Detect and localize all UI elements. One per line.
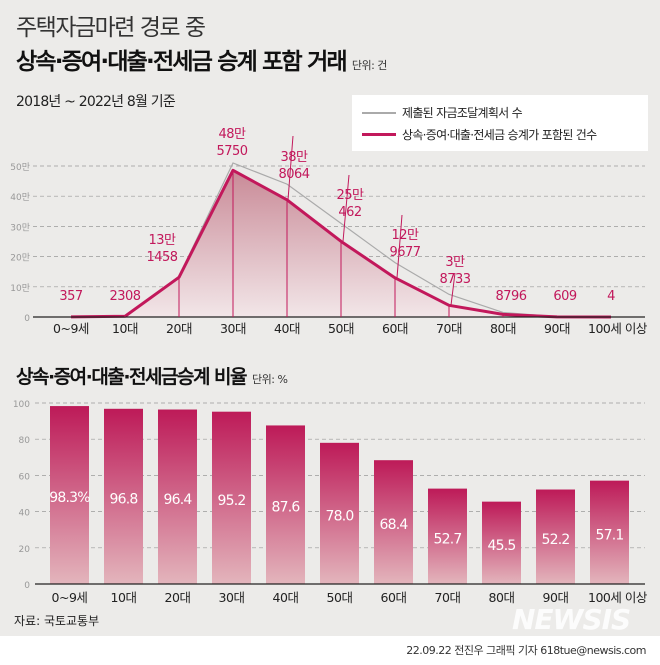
bar-chart: 0 20 40 60 80 100 98.3% 0~9세 96.8 10대 96.4 20대 95.2 3… bbox=[13, 400, 649, 605]
bar-value-label: 52.7 bbox=[434, 531, 462, 547]
x-tick-label: 10대 bbox=[112, 321, 138, 336]
data-label: 38만 bbox=[280, 150, 308, 165]
leader-line bbox=[287, 135, 294, 200]
bar bbox=[428, 488, 467, 584]
bar bbox=[266, 425, 305, 584]
x-tick-label: 100세 이상 bbox=[588, 590, 648, 605]
y-tick-label: 60 bbox=[19, 472, 31, 482]
data-label: 2308 bbox=[109, 289, 140, 304]
x-tick-label: 80대 bbox=[489, 590, 515, 605]
data-label: 3만 bbox=[445, 255, 465, 270]
y-tick-label: 20 bbox=[19, 545, 31, 555]
legend-swatch-red bbox=[362, 133, 396, 136]
data-label: 9677 bbox=[389, 245, 420, 260]
bar-value-label: 68.4 bbox=[380, 517, 409, 533]
watermark-logo: NEWSIS bbox=[512, 603, 631, 636]
x-tick-label: 80대 bbox=[490, 321, 516, 336]
x-tick-label: 60대 bbox=[381, 590, 407, 605]
leader-line bbox=[450, 272, 456, 306]
x-tick-label: 100세 이상 bbox=[588, 321, 648, 336]
y-tick-label: 40 bbox=[19, 509, 31, 519]
section2-unit: 단위: % bbox=[252, 373, 288, 386]
infographic-panel: 주택자금마련 경로 중 상속·증여·대출·전세금 승계 포함 거래 단위: 건 2… bbox=[0, 0, 660, 636]
legend-label: 제출된 자금조달계획서 수 bbox=[402, 106, 523, 120]
bar-value-label: 78.0 bbox=[326, 508, 354, 524]
subtitle: 2018년 ~ 2022년 8월 기준 bbox=[16, 94, 176, 110]
data-label: 8733 bbox=[439, 272, 470, 287]
x-tick-label: 30대 bbox=[219, 590, 245, 605]
bar bbox=[590, 480, 629, 584]
legend-item-submitted: 제출된 자금조달계획서 수 bbox=[362, 104, 523, 121]
legend: 제출된 자금조달계획서 수 상속·증여·대출·전세금 승계가 포함된 건수 bbox=[352, 95, 648, 151]
data-label: 25만 bbox=[336, 188, 364, 203]
y-tick-label: 30만 bbox=[10, 222, 30, 233]
bar-value-label: 96.8 bbox=[110, 491, 138, 507]
x-tick-label: 40대 bbox=[273, 590, 299, 605]
section2-title-text: 상속·증여·대출·전세금승계 비율 bbox=[16, 366, 248, 388]
bar bbox=[536, 489, 575, 584]
y-tick-label: 40만 bbox=[10, 192, 30, 203]
source: 자료: 국토교통부 bbox=[14, 614, 100, 628]
x-tick-label: 20대 bbox=[166, 321, 192, 336]
x-tick-label: 50대 bbox=[327, 590, 353, 605]
data-label: 13만 bbox=[148, 233, 176, 248]
bar bbox=[104, 408, 143, 584]
data-label: 357 bbox=[59, 289, 83, 304]
leader-line bbox=[342, 174, 350, 242]
x-tick-label: 20대 bbox=[165, 590, 191, 605]
x-tick-label: 70대 bbox=[435, 590, 461, 605]
data-label: 8796 bbox=[495, 289, 526, 304]
bar bbox=[482, 501, 521, 584]
leader-line bbox=[396, 214, 403, 278]
legend-swatch-gray bbox=[362, 111, 396, 114]
data-label: 8064 bbox=[278, 167, 309, 182]
bar-value-label: 45.5 bbox=[488, 538, 516, 554]
x-tick-label: 90대 bbox=[544, 321, 570, 336]
title-line1: 주택자금마련 경로 중 bbox=[16, 15, 206, 41]
bar bbox=[158, 409, 197, 584]
x-tick-label: 60대 bbox=[382, 321, 408, 336]
y-tick-label: 100 bbox=[13, 400, 30, 410]
data-label: 462 bbox=[338, 205, 361, 220]
legend-item-included: 상속·증여·대출·전세금 승계가 포함된 건수 bbox=[362, 126, 597, 143]
section2-title: 상속·증여·대출·전세금승계 비율 단위: % bbox=[16, 362, 288, 389]
bar-value-label: 98.3% bbox=[49, 490, 90, 506]
unit-label: 단위: 건 bbox=[351, 59, 388, 72]
x-tick-label: 70대 bbox=[436, 321, 462, 336]
data-label: 609 bbox=[553, 289, 577, 304]
bar-value-label: 87.6 bbox=[272, 500, 301, 516]
title-line2: 상속·증여·대출·전세금 승계 포함 거래 단위: 건 bbox=[16, 42, 387, 76]
y-tick-label: 80 bbox=[19, 436, 31, 446]
x-tick-label: 30대 bbox=[220, 321, 246, 336]
credit: 22.09.22 전진우 그래픽 기자 618tue@newsis.com bbox=[406, 644, 646, 657]
bar bbox=[212, 411, 251, 584]
title-main: 상속·증여·대출·전세금 승계 포함 거래 bbox=[16, 49, 348, 75]
y-tick-label: 20만 bbox=[10, 253, 30, 264]
bar-value-label: 52.2 bbox=[542, 532, 570, 548]
data-label: 48만 bbox=[218, 127, 246, 142]
y-tick-label: 0 bbox=[24, 581, 30, 591]
bar-value-label: 57.1 bbox=[596, 527, 624, 543]
bar bbox=[320, 442, 359, 584]
line-chart: 0 10만 20만 30만 40만 50만 357 0~9세 2308 10대 13만 1458 20대… bbox=[10, 127, 648, 336]
y-tick-label: 50만 bbox=[10, 162, 30, 173]
x-tick-label: 0~9세 bbox=[52, 590, 88, 605]
bar-value-label: 96.4 bbox=[164, 492, 193, 508]
bar bbox=[374, 460, 413, 584]
x-tick-label: 90대 bbox=[543, 590, 569, 605]
x-tick-label: 40대 bbox=[274, 321, 300, 336]
data-label: 12만 bbox=[391, 228, 419, 243]
data-label: 1458 bbox=[146, 250, 177, 265]
bar bbox=[50, 406, 89, 584]
data-label: 5750 bbox=[216, 144, 247, 159]
x-tick-label: 0~9세 bbox=[53, 321, 89, 336]
legend-label: 상속·증여·대출·전세금 승계가 포함된 건수 bbox=[402, 128, 597, 142]
data-label: 4 bbox=[607, 289, 615, 304]
y-tick-label: 10만 bbox=[10, 283, 30, 294]
y-tick-label: 0 bbox=[24, 314, 30, 324]
x-tick-label: 10대 bbox=[111, 590, 137, 605]
bar-value-label: 95.2 bbox=[218, 493, 246, 509]
x-tick-label: 50대 bbox=[328, 321, 354, 336]
